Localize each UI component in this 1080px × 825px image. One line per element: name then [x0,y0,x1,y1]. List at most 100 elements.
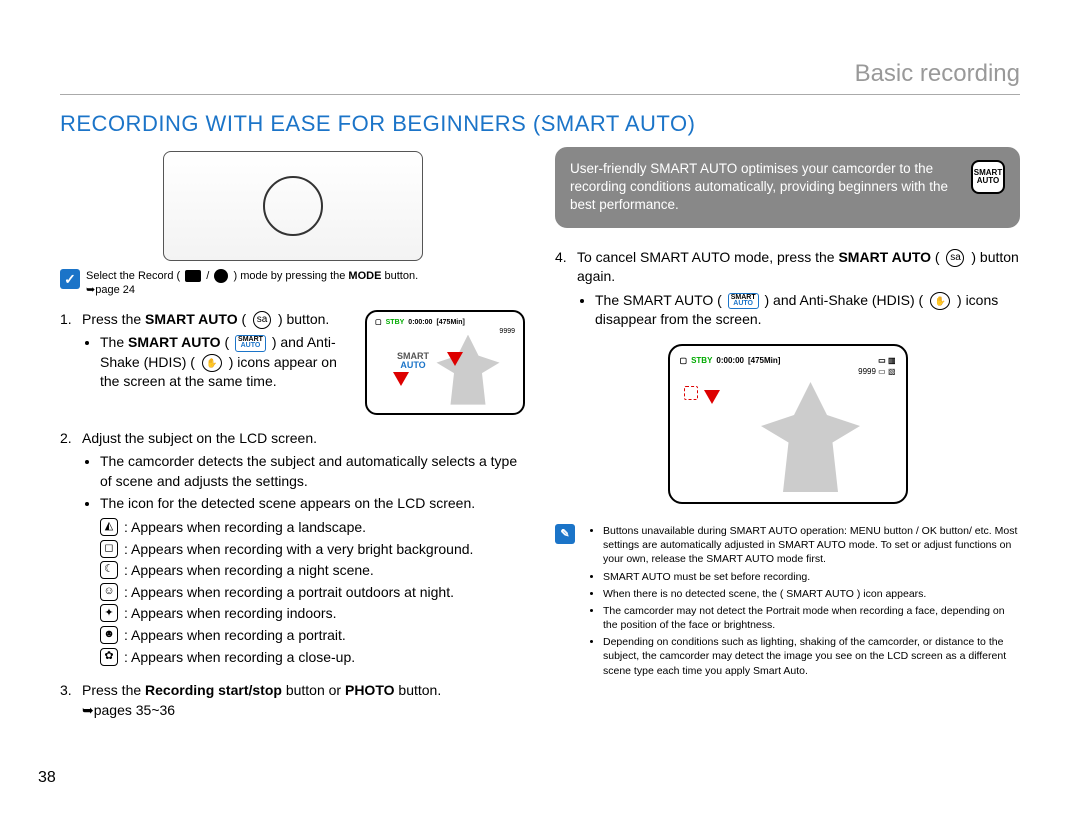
step4-bullet: The SMART AUTO ( SMARTAUTO ) and Anti-Sh… [595,291,1020,330]
step-3: Press the Recording start/stop button or… [60,681,525,720]
note-text: ) mode by pressing the [233,270,348,282]
indoors-icon: ✦ [100,604,118,622]
note-item: The camcorder may not detect the Portrai… [603,604,1020,632]
lcd-remaining: [475Min] [436,318,464,328]
camcorder-lens-icon [263,176,323,236]
hdis-icon: ✋ [930,292,950,310]
page-ref: page 24 [95,284,135,296]
photo-button-label: PHOTO [345,682,395,698]
step-text: ) button. [278,311,329,327]
scene-portrait-night: ☺ : Appears when recording a portrait out… [82,583,525,603]
scene-closeup: ✿ : Appears when recording a close-up. [82,648,525,668]
lcd-smart-auto-label: SMART AUTO [397,352,429,370]
callout-text: User-friendly SMART AUTO optimises your … [570,160,963,215]
page-number: 38 [38,769,56,787]
smart-auto-button-icon: sa [253,311,271,329]
step2-bullet-1: The camcorder detects the subject and au… [100,452,525,491]
smart-auto-inline-icon: SMARTAUTO [728,293,759,310]
night-icon: ☾ [100,561,118,579]
step-4: To cancel SMART AUTO mode, press the SMA… [555,248,1020,330]
scene-desc: : Appears when recording a night scene. [124,561,374,581]
smart-auto-label: SMART AUTO [128,334,221,350]
step-text: ( [241,311,246,327]
scene-portrait: ☻ : Appears when recording a portrait. [82,626,525,646]
smart-auto-button-icon: sa [946,249,964,267]
step-text: To cancel SMART AUTO mode, press the [577,249,838,265]
intro-callout: User-friendly SMART AUTO optimises your … [555,147,1020,228]
red-marker-icon [704,390,720,404]
note-text: / [206,270,212,282]
lcd-count: 9999 [375,327,515,337]
step-text: Press the [82,682,145,698]
step-text: button or [286,682,345,698]
scene-night: ☾ : Appears when recording a night scene. [82,561,525,581]
step-text: button. [398,682,441,698]
step-2: Adjust the subject on the LCD screen. Th… [60,429,525,668]
lcd-silhouette-icon [433,335,503,405]
step-text: Adjust the subject on the LCD screen. [82,430,317,446]
lcd-count: 9999 [858,367,876,376]
page-ref: pages 35~36 [94,702,175,718]
lcd-time: 0:00:00 [408,318,432,328]
smart-auto-inline-icon: SMARTAUTO [235,335,266,352]
mode-label: MODE [348,270,381,282]
scene-desc: : Appears when recording a landscape. [124,518,366,538]
scene-desc: : Appears when recording with a very bri… [124,540,473,560]
scene-desc: : Appears when recording indoors. [124,604,336,624]
record-button-label: Recording start/stop [145,682,282,698]
notes-block: ✎ Buttons unavailable during SMART AUTO … [555,524,1020,681]
steps-list-left: Press the SMART AUTO ( sa ) button. The … [60,310,525,721]
bullet-text: The SMART AUTO ( [595,292,722,308]
step2-bullet-2: The icon for the detected scene appears … [100,494,525,514]
note-text: Select the Record ( [86,270,180,282]
hdis-icon: ✋ [202,354,222,372]
smart-auto-label: SMART AUTO [145,311,238,327]
section-title: RECORDING WITH EASE FOR BEGINNERS (SMART… [60,111,1020,137]
note-text: button. [384,270,418,282]
step-text: ( [935,249,940,265]
scene-desc: : Appears when recording a close-up. [124,648,355,668]
scene-landscape: ◭ : Appears when recording a landscape. [82,518,525,538]
left-column: ✓ Select the Record ( / ) mode by pressi… [60,147,525,734]
white-bg-icon: ◻ [100,540,118,558]
chapter-title: Basic recording [60,60,1020,95]
lcd-time: 0:00:00 [716,356,744,365]
lcd-stby: STBY [386,318,405,328]
smart-auto-badge-icon: SMART AUTO [971,160,1005,194]
bullet-text: ) and Anti-Shake (HDIS) ( [765,292,924,308]
note-item: SMART AUTO must be set before recording. [603,570,1020,584]
note-item: Buttons unavailable during SMART AUTO op… [603,524,1020,567]
lcd-silhouette-icon [756,382,866,492]
portrait-night-icon: ☺ [100,583,118,601]
lcd-remaining: [475Min] [748,356,780,365]
closeup-icon: ✿ [100,648,118,666]
scene-indoors: ✦ : Appears when recording indoors. [82,604,525,624]
scene-whitebg: ◻ : Appears when recording with a very br… [82,540,525,560]
note-icon: ✎ [555,524,575,544]
landscape-icon: ◭ [100,518,118,536]
step-1: Press the SMART AUTO ( sa ) button. The … [60,310,525,415]
portrait-icon: ☻ [100,626,118,644]
note-item: Depending on conditions such as lighting… [603,635,1020,678]
smart-auto-label: SMART AUTO [838,249,931,265]
lcd-stby: STBY [691,356,712,365]
scene-desc: : Appears when recording a portrait outd… [124,583,454,603]
dashed-box-icon [684,386,698,400]
red-marker-icon [447,352,463,366]
step1-bullet: The SMART AUTO ( SMARTAUTO ) and Anti-Sh… [100,333,355,392]
photo-mode-icon [214,269,228,283]
step-text: Press the [82,311,145,327]
lcd-preview-1: ▢ STBY 0:00:00 [475Min] 9999 SMART AUTO [365,310,525,415]
camcorder-illustration [163,151,423,261]
bullet-text: The [100,334,128,350]
lcd-preview-2: ▢ STBY 0:00:00 [475Min] ▭ ▥ 9999 ▭ ▧ [668,344,908,504]
scene-desc: : Appears when recording a portrait. [124,626,346,646]
red-marker-icon [393,372,409,386]
check-icon: ✓ [60,269,80,289]
steps-list-right: To cancel SMART AUTO mode, press the SMA… [555,248,1020,330]
bullet-text: ( [224,334,229,350]
video-mode-icon [185,270,201,282]
right-column: User-friendly SMART AUTO optimises your … [555,147,1020,734]
mode-select-note: ✓ Select the Record ( / ) mode by pressi… [60,269,525,298]
note-item: When there is no detected scene, the ( S… [603,587,1020,601]
